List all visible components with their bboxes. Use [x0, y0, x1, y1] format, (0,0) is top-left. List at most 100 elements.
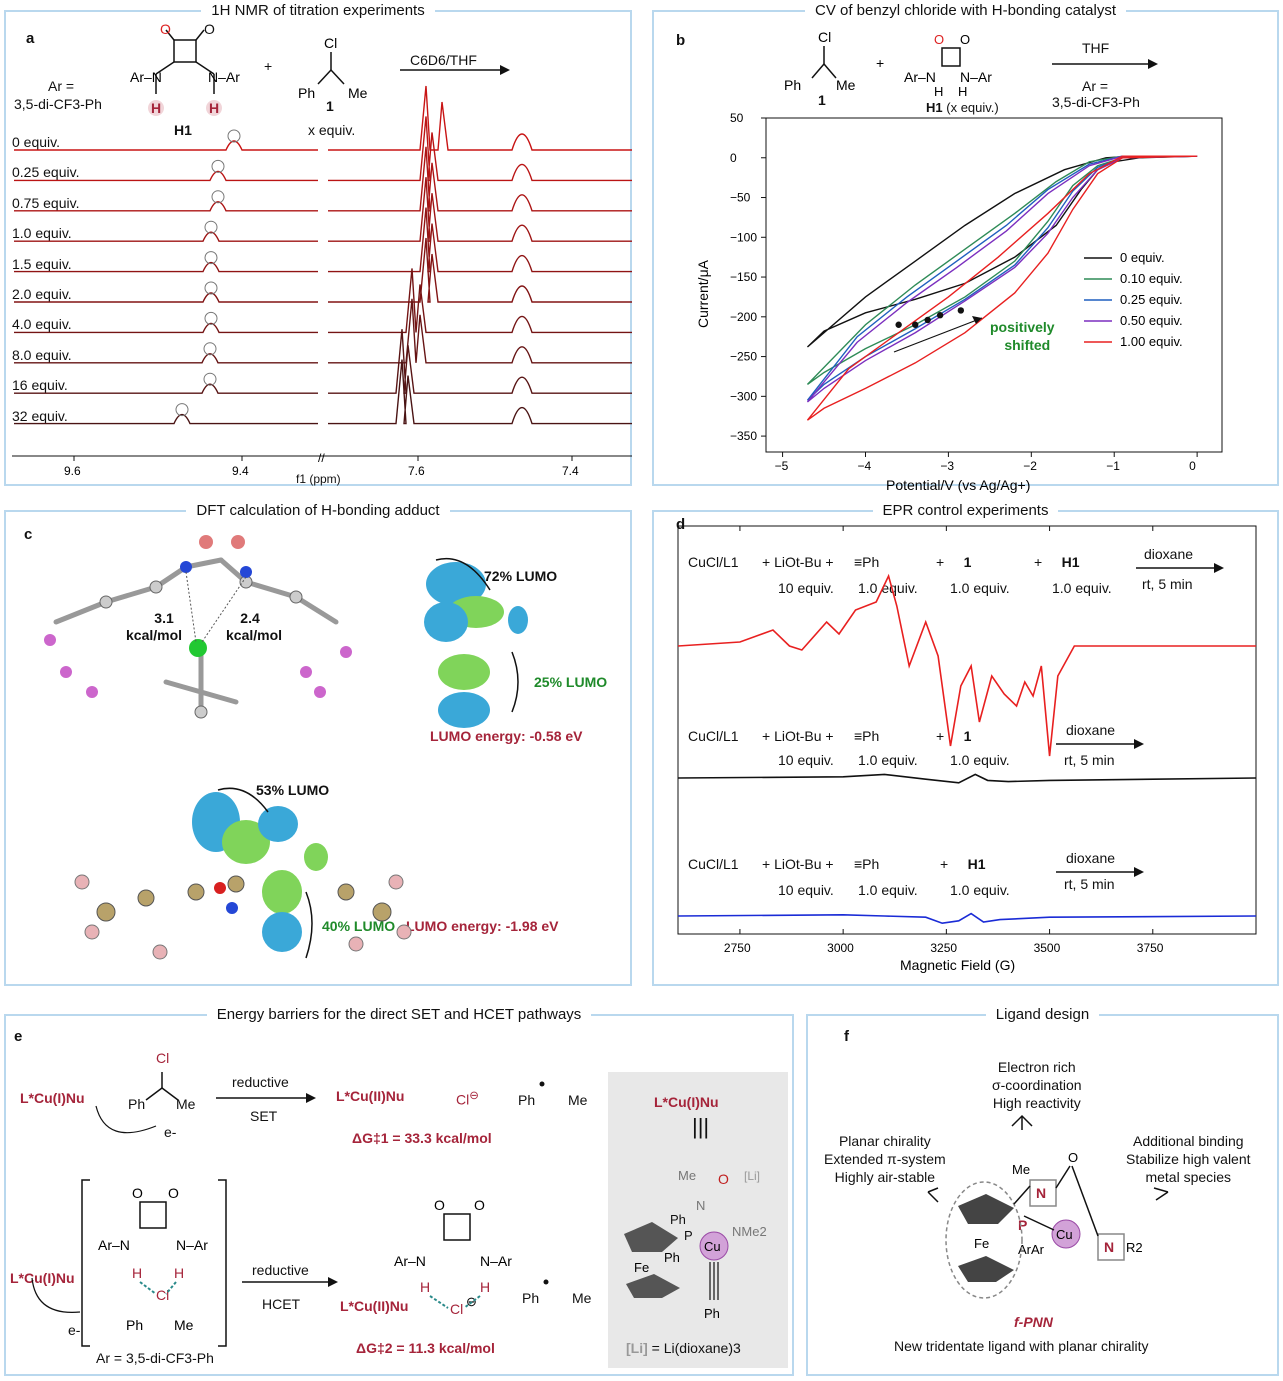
- svg-text:H: H: [209, 100, 219, 116]
- svg-text:[Li]: [Li]: [744, 1169, 760, 1183]
- epr-spectrum: [677, 573, 1256, 757]
- svg-text:H: H: [151, 100, 161, 116]
- nmr-trace: [14, 85, 632, 151]
- epr-row1-cu: CuCl/L1: [688, 554, 739, 570]
- svg-text:O: O: [934, 32, 944, 47]
- epr-row2-c1: + 1: [936, 728, 972, 744]
- svg-text:N: N: [1036, 1185, 1046, 1201]
- nh-peak-marker: [203, 372, 217, 386]
- epr-row2-alkyne: ≡Ph: [854, 728, 880, 744]
- nmr-spectrum-label: 1.0 equiv.: [12, 225, 72, 242]
- epr-row3-solv: dioxane: [1066, 850, 1116, 866]
- nmr-spectrum-label: 8.0 equiv.: [12, 346, 72, 363]
- cv-ytick-label: −50: [730, 191, 751, 205]
- svg-text:H: H: [132, 1265, 142, 1281]
- nmr-trace: [14, 177, 632, 242]
- cv-ytick-label: 0: [730, 151, 737, 165]
- nmr-trace: [14, 207, 632, 273]
- lumo-energy-2: LUMO energy: -1.98 eV: [406, 918, 559, 934]
- nh-peak-marker: [227, 129, 241, 143]
- svg-text:O: O: [1068, 1150, 1078, 1165]
- cv-xtick-label: −2: [1023, 459, 1037, 473]
- svg-text:O: O: [434, 1197, 445, 1213]
- svg-text:N–Ar: N–Ar: [960, 69, 992, 85]
- ph-me-top-me: Me: [176, 1096, 196, 1112]
- svg-text:Me: Me: [348, 85, 368, 101]
- epr-spectrum: [677, 912, 1257, 925]
- right-features: Additional binding Stabilize high valent m…: [1126, 1133, 1251, 1185]
- epr-row2-base: + LiOt-Bu +: [762, 728, 834, 744]
- cv-legend-label: 1.00 equiv.: [1120, 334, 1183, 349]
- svg-text:H: H: [934, 84, 943, 99]
- molecule-2: [192, 792, 328, 952]
- svg-text:Cl: Cl: [324, 35, 337, 51]
- svg-text:Fe: Fe: [634, 1260, 649, 1275]
- cv-marker: [912, 321, 919, 328]
- svg-text:Ar–N: Ar–N: [904, 69, 936, 85]
- cu2-label-top: L*Cu(II)Nu: [336, 1088, 405, 1104]
- epr-row3-h1: + H1: [940, 856, 986, 872]
- panel-c: DFT calculation of H-bonding adduct c 3.…: [4, 502, 632, 986]
- cmpd1-label-b: 1: [818, 92, 826, 108]
- svg-text:Cu: Cu: [1056, 1227, 1073, 1242]
- panel-c-letter: c: [24, 526, 33, 543]
- panel-f-title: Ligand design: [808, 1006, 1277, 1023]
- epr-row2-eq-c1: 1.0 equiv.: [950, 752, 1010, 768]
- svg-text:O: O: [204, 21, 215, 37]
- nh-peak-marker: [204, 251, 218, 265]
- epr-row3-alkyne: ≡Ph: [854, 856, 880, 872]
- panel-c-title: DFT calculation of H-bonding adduct: [6, 502, 630, 519]
- nmr-trace: [14, 268, 632, 334]
- svg-text:P: P: [1018, 1217, 1027, 1233]
- svg-text:O: O: [168, 1185, 179, 1201]
- epr-row3-eq-h1: 1.0 equiv.: [950, 882, 1010, 898]
- svg-text:H: H: [174, 1265, 184, 1281]
- nmr-tick-label: 9.4: [232, 464, 249, 478]
- epr-row3-eq-base: 10 equiv.: [778, 882, 834, 898]
- x-equiv-a: x equiv.: [308, 122, 356, 138]
- cv-ytick-label: −200: [730, 310, 757, 324]
- set-label: SET: [250, 1108, 278, 1124]
- ar-def-e: Ar = 3,5-di-CF3-Ph: [96, 1350, 214, 1366]
- epr-xtick-label: 2750: [724, 941, 751, 955]
- cv-ytick-label: −350: [730, 429, 757, 443]
- nmr-spectrum-label: 4.0 equiv.: [12, 316, 72, 333]
- h1-structure-a: [155, 29, 215, 94]
- svg-text:Cl: Cl: [450, 1301, 463, 1317]
- radical-bottom-ph: Ph: [522, 1290, 540, 1306]
- h1-label-a: H1: [174, 122, 192, 138]
- cv-xlabel: Potential/V (vs Ag/Ag+): [886, 477, 1030, 493]
- nh-peak-marker: [204, 220, 218, 234]
- svg-text:Me: Me: [678, 1168, 696, 1183]
- panel-a-drawing: O O Ar–N N–Ar H H Cl Ph Me 9.6 9.4 7.6 7.4 //: [12, 21, 632, 478]
- svg-text:N: N: [1104, 1239, 1114, 1255]
- ar-definition-a1: Ar =: [48, 78, 75, 94]
- epr-row1-eq-c1: 1.0 equiv.: [950, 580, 1010, 596]
- svg-text:Ph: Ph: [670, 1212, 686, 1227]
- epr-row1-cond: rt, 5 min: [1142, 576, 1193, 592]
- panel-d-letter: d: [676, 516, 686, 533]
- svg-text:Cl: Cl: [818, 29, 831, 45]
- svg-text:N–Ar: N–Ar: [208, 69, 240, 85]
- cv-series-line: [806, 155, 1198, 421]
- energy-1: 3.1 kcal/mol: [126, 610, 183, 643]
- svg-text:P: P: [684, 1228, 693, 1243]
- cu2-label-bottom: L*Cu(II)Nu: [340, 1298, 409, 1314]
- molecule-1: [53, 557, 339, 715]
- li-def: [Li] = Li(dioxane)3: [626, 1340, 741, 1356]
- svg-text:Me: Me: [174, 1317, 194, 1333]
- cv-ytick-label: −150: [730, 270, 757, 284]
- cv-ytick-label: −250: [730, 350, 757, 364]
- positively-shifted-annotation: positively shifted: [990, 319, 1055, 353]
- epr-row3-cond: rt, 5 min: [1064, 876, 1115, 892]
- nmr-tick-label: 7.4: [562, 464, 579, 478]
- epr-chart: 2750 3000 3250 3500 3750 Magnetic Field (G): [677, 525, 1257, 973]
- svg-text://: //: [318, 451, 325, 465]
- panel-d: EPR control experiments d CuCl/L1 + LiOt…: [652, 502, 1279, 986]
- ar-definition-b2: 3,5-di-CF3-Ph: [1052, 94, 1140, 110]
- reductive-bottom: reductive: [252, 1262, 309, 1278]
- panel-d-title: EPR control experiments: [654, 502, 1277, 519]
- nmr-spectrum-label: 2.0 equiv.: [12, 286, 72, 302]
- nmr-axis-label: f1 (ppm): [296, 472, 341, 486]
- lumo-72: 72% LUMO: [484, 568, 558, 584]
